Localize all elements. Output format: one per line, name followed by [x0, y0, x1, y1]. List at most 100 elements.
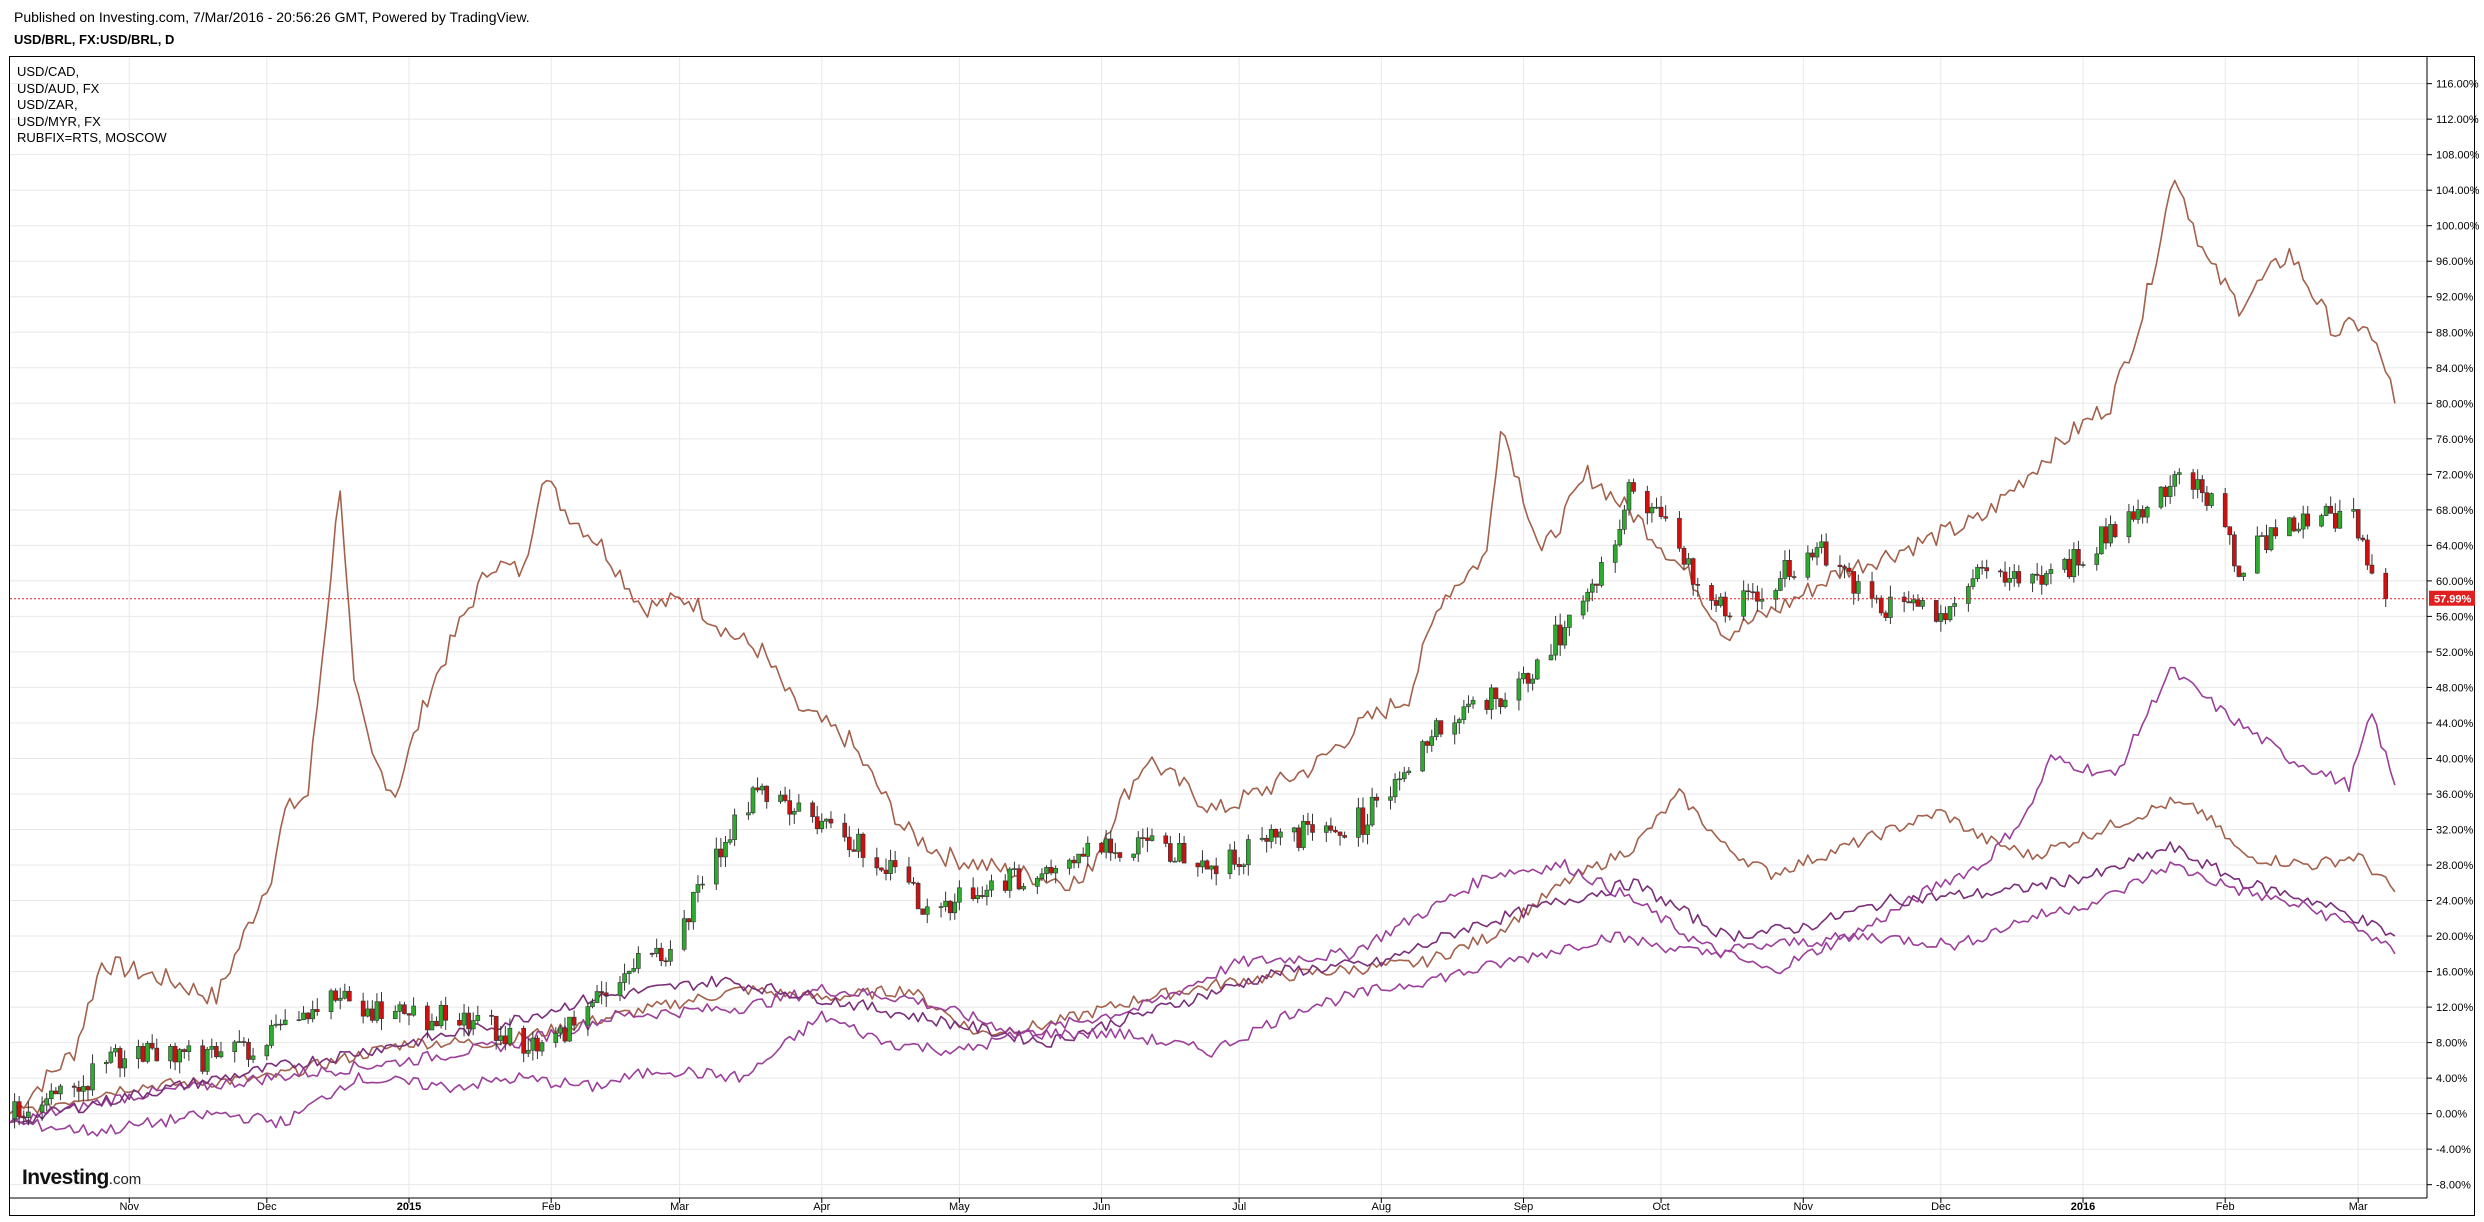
y-tick-label: 96.00% [2436, 256, 2474, 268]
candle-down [2076, 549, 2081, 566]
candle-down [787, 800, 792, 815]
candle-up [1585, 591, 1591, 602]
candle-up [429, 1020, 435, 1031]
candle-down [814, 816, 820, 830]
candle-down [1328, 825, 1334, 831]
x-tick-label: Nov [119, 1201, 139, 1213]
candle-up [2030, 573, 2035, 584]
y-tick-label: 100.00% [2436, 221, 2480, 233]
candle-up [470, 1020, 476, 1030]
candle-up [145, 1042, 150, 1062]
candle-up [328, 990, 334, 1012]
candle-up [2048, 569, 2054, 574]
y-tick-label: 28.00% [2436, 860, 2474, 872]
candle-up [365, 1008, 371, 1017]
candle-down [1108, 838, 1114, 854]
candle-up [1039, 873, 1045, 879]
candle-down [457, 1019, 462, 1026]
candle-up [310, 1009, 315, 1020]
investing-logo[interactable]: Investing.com [22, 1166, 141, 1190]
y-tick-label: 80.00% [2436, 398, 2474, 410]
candle-up [626, 970, 632, 974]
candle-down [1842, 566, 1847, 569]
candle-up [58, 1085, 63, 1095]
candle-up [1516, 678, 1522, 701]
series-line [9, 861, 2396, 1137]
candle-down [1658, 506, 1664, 517]
candle-down [2305, 513, 2311, 527]
candle-up [1819, 541, 1824, 548]
candle-up [553, 1032, 559, 1043]
candle-down [842, 822, 848, 838]
candle-down [1943, 613, 1948, 621]
candle-up [1911, 599, 1916, 604]
candle-up [1135, 837, 1141, 855]
candle-up [507, 1027, 513, 1045]
x-tick-label: Feb [2216, 1201, 2235, 1213]
candle-up [1434, 720, 1439, 738]
x-tick-label: Mar [670, 1201, 689, 1213]
candle-down [1984, 567, 1990, 572]
candle-up [1975, 566, 1980, 579]
y-tick-label: 60.00% [2436, 576, 2474, 588]
candle-down [2291, 517, 2297, 532]
candle-down [663, 960, 669, 963]
candle-down [1498, 698, 1503, 708]
y-tick-label: 88.00% [2436, 327, 2474, 339]
candle-up [778, 794, 783, 802]
legend-item: RUBFIX=RTS, MOSCOW [17, 130, 167, 145]
candle-up [108, 1051, 114, 1063]
x-tick-label: Jun [1093, 1201, 1111, 1213]
candle-up [2241, 572, 2246, 577]
candle-down [2002, 571, 2008, 583]
logo-brand: Investing [22, 1166, 109, 1189]
candle-down [883, 869, 889, 874]
y-tick-label: 104.00% [2436, 185, 2480, 197]
candle-down [434, 1020, 439, 1027]
candle-down [1273, 829, 1279, 838]
candle-up [2259, 535, 2265, 537]
candle-down [2332, 513, 2338, 529]
candle-up [438, 1004, 444, 1027]
candle-up [622, 973, 627, 983]
candle-up [2351, 509, 2356, 512]
y-tick-label: 36.00% [2436, 789, 2474, 801]
candle-down [172, 1046, 178, 1063]
candle-up [819, 820, 825, 830]
last-value-badge [2429, 590, 2475, 606]
candle-up [1970, 578, 1976, 587]
candle-down [278, 1023, 283, 1026]
y-tick-label: 44.00% [2436, 718, 2474, 730]
candle-up [1599, 562, 1604, 586]
candle-down [1117, 852, 1123, 858]
candle-down [347, 990, 352, 1002]
candle-down [1722, 596, 1728, 617]
candle-up [1131, 853, 1136, 858]
candle-up [691, 892, 696, 923]
candle-up [1617, 529, 1623, 546]
candle-down [2264, 535, 2269, 551]
candle-down [1337, 831, 1343, 836]
candle-up [1814, 547, 1820, 558]
candle-up [218, 1051, 224, 1058]
candle-down [76, 1087, 82, 1092]
candle-down [2232, 534, 2237, 567]
candle-up [2268, 527, 2274, 551]
candle-down [1236, 864, 1242, 867]
candle-down [406, 1013, 412, 1016]
candle-up [342, 990, 348, 999]
legend-item: USD/CAD, [17, 64, 80, 79]
candle-down [947, 900, 953, 914]
candle-down [360, 1000, 366, 1017]
candle-up [1035, 877, 1040, 887]
candle-up [1589, 583, 1595, 593]
y-tick-label: 68.00% [2436, 505, 2474, 517]
candle-down [874, 857, 880, 869]
candle-down [892, 860, 898, 868]
candle-down [466, 1012, 471, 1030]
candle-up [1580, 600, 1586, 616]
candle-up [1356, 807, 1361, 838]
candle-up [2172, 474, 2178, 487]
y-tick-label: 12.00% [2436, 1002, 2474, 1014]
candle-up [1562, 627, 1568, 646]
